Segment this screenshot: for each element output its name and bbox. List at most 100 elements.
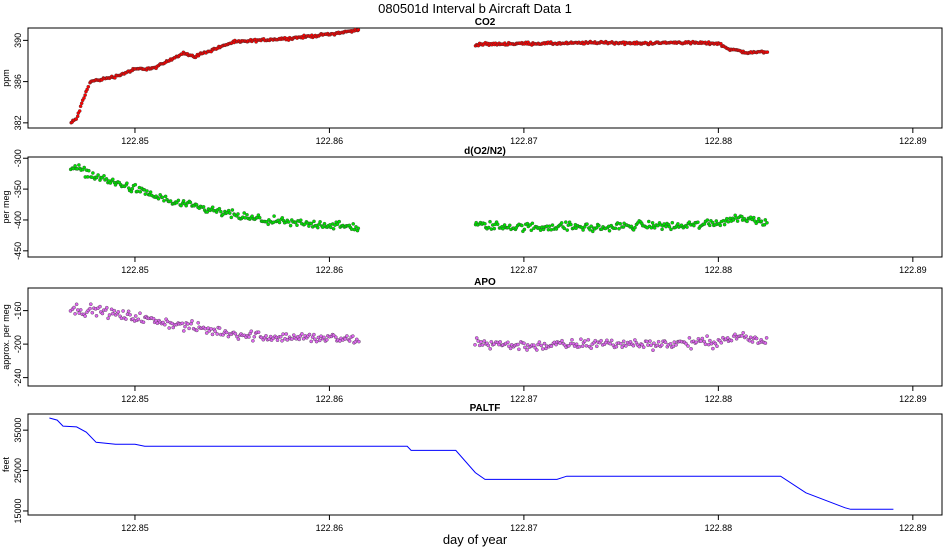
- co2-data-point: [79, 101, 84, 106]
- apo-data-point: [655, 343, 660, 348]
- apo-data-point: [124, 317, 128, 321]
- panel-co2: CO2 ppm 122.85 122.86 122.87 122.88 122.89 382 3…: [1, 17, 943, 146]
- o2n2-data-point: [160, 195, 165, 200]
- apo-data-point: [107, 313, 112, 317]
- co2-data-point: [77, 109, 82, 113]
- apo-data-point: [558, 341, 562, 345]
- apo-data-point: [133, 314, 138, 318]
- o2n2-data-point: [179, 203, 183, 208]
- o2n2-data-point: [508, 223, 512, 228]
- o2n2-data-point: [181, 199, 186, 203]
- o2n2-data-point: [676, 222, 680, 226]
- o2n2-data-point: [486, 225, 491, 230]
- o2n2-data-point: [162, 199, 166, 203]
- o2n2-data-point: [492, 226, 497, 231]
- apo-data-point: [649, 343, 653, 347]
- co2-y-tick-label: 390: [13, 33, 23, 48]
- o2n2-data-point: [158, 193, 162, 197]
- apo-data-point: [98, 304, 102, 309]
- o2n2-data-point: [522, 227, 527, 232]
- paltf-title: PALTF: [470, 403, 501, 414]
- o2n2-data-point: [705, 218, 710, 222]
- apo-data-point: [646, 343, 650, 347]
- apo-data-point: [185, 322, 190, 326]
- apo-data-point: [589, 346, 593, 350]
- apo-data-point: [83, 314, 87, 318]
- co2-y-tick-label: 382: [13, 115, 23, 130]
- o2n2-data-point: [250, 214, 254, 218]
- o2n2-data-point: [295, 223, 299, 227]
- apo-data-point: [541, 347, 545, 351]
- apo-data-point: [334, 335, 338, 339]
- apo-data-point: [637, 344, 642, 349]
- apo-data-point: [715, 344, 719, 348]
- o2n2-data-point: [288, 223, 293, 228]
- apo-x-tick-label: 122.89: [899, 394, 927, 404]
- o2n2-data-point: [735, 219, 740, 223]
- apo-data-point: [668, 342, 673, 346]
- apo-data-point: [656, 339, 661, 344]
- apo-data-point: [687, 336, 692, 340]
- apo-data-point: [672, 340, 677, 344]
- apo-data-point: [583, 339, 587, 343]
- apo-data-point: [322, 335, 326, 340]
- o2n2-x-tick-label: 122.85: [121, 265, 149, 275]
- apo-data-point: [325, 338, 329, 342]
- o2n2-data-point: [722, 222, 727, 227]
- apo-data-point: [357, 339, 361, 344]
- o2n2-data-point: [331, 227, 336, 231]
- paltf-y-tick-label: 25000: [13, 458, 23, 483]
- apo-y-tick-label: -200: [13, 335, 23, 353]
- apo-y-tick-label: -160: [13, 302, 23, 320]
- co2-x-tick-label: 122.86: [316, 136, 344, 146]
- apo-data-point: [249, 329, 254, 333]
- o2n2-data-point: [652, 226, 657, 230]
- apo-data-point: [700, 336, 705, 341]
- apo-data-point: [535, 348, 539, 352]
- paltf-y-tick-label: 35000: [13, 418, 23, 443]
- co2-x-tick-label: 122.85: [121, 136, 149, 146]
- apo-data-point: [764, 336, 769, 340]
- o2n2-data-point: [559, 221, 564, 225]
- apo-data-point: [210, 332, 215, 337]
- o2n2-data-point: [337, 219, 341, 224]
- apo-data-point: [171, 325, 175, 330]
- o2n2-data-point: [617, 227, 621, 231]
- apo-data-point: [684, 342, 688, 346]
- apo-data-point: [560, 338, 564, 343]
- o2n2-data-point: [219, 209, 223, 214]
- paltf-x-tick-label: 122.89: [899, 523, 927, 533]
- o2n2-data-point: [73, 164, 77, 168]
- o2n2-data-point: [726, 220, 731, 224]
- o2n2-data-point: [168, 199, 173, 203]
- paltf-y-axis-label: feet: [1, 456, 11, 472]
- o2n2-data-point: [309, 221, 314, 226]
- paltf-x-tick-label: 122.87: [510, 523, 538, 533]
- o2n2-x-tick-label: 122.86: [316, 265, 344, 275]
- apo-data-point: [517, 347, 521, 352]
- apo-data-point: [213, 329, 217, 334]
- o2n2-data-point: [562, 226, 567, 231]
- o2n2-data-point: [328, 225, 333, 230]
- apo-data-point: [522, 341, 526, 346]
- apo-data-point: [106, 316, 110, 321]
- apo-data-point: [599, 338, 603, 343]
- apo-data-point: [508, 346, 513, 351]
- o2n2-data-point: [745, 219, 749, 224]
- apo-data-point: [580, 344, 585, 348]
- apo-data-point: [284, 332, 289, 336]
- co2-x-tick-label: 122.89: [899, 136, 927, 146]
- apo-x-tick-label: 122.86: [316, 394, 344, 404]
- figure-title: 080501d Interval b Aircraft Data 1: [378, 1, 572, 16]
- apo-data-point: [116, 310, 121, 314]
- o2n2-data-point: [245, 213, 249, 217]
- apo-data-point: [297, 337, 301, 342]
- o2n2-data-point: [91, 171, 95, 175]
- apo-data-point: [343, 337, 348, 341]
- o2n2-data-point: [236, 212, 240, 216]
- apo-data-point: [165, 319, 170, 324]
- panel-paltf: PALTF feet 122.85 122.86 122.87 122.88 122.89 1…: [1, 403, 943, 533]
- o2n2-data-point: [650, 221, 655, 225]
- apo-data-point: [280, 339, 284, 343]
- apo-x-tick-label: 122.87: [510, 394, 538, 404]
